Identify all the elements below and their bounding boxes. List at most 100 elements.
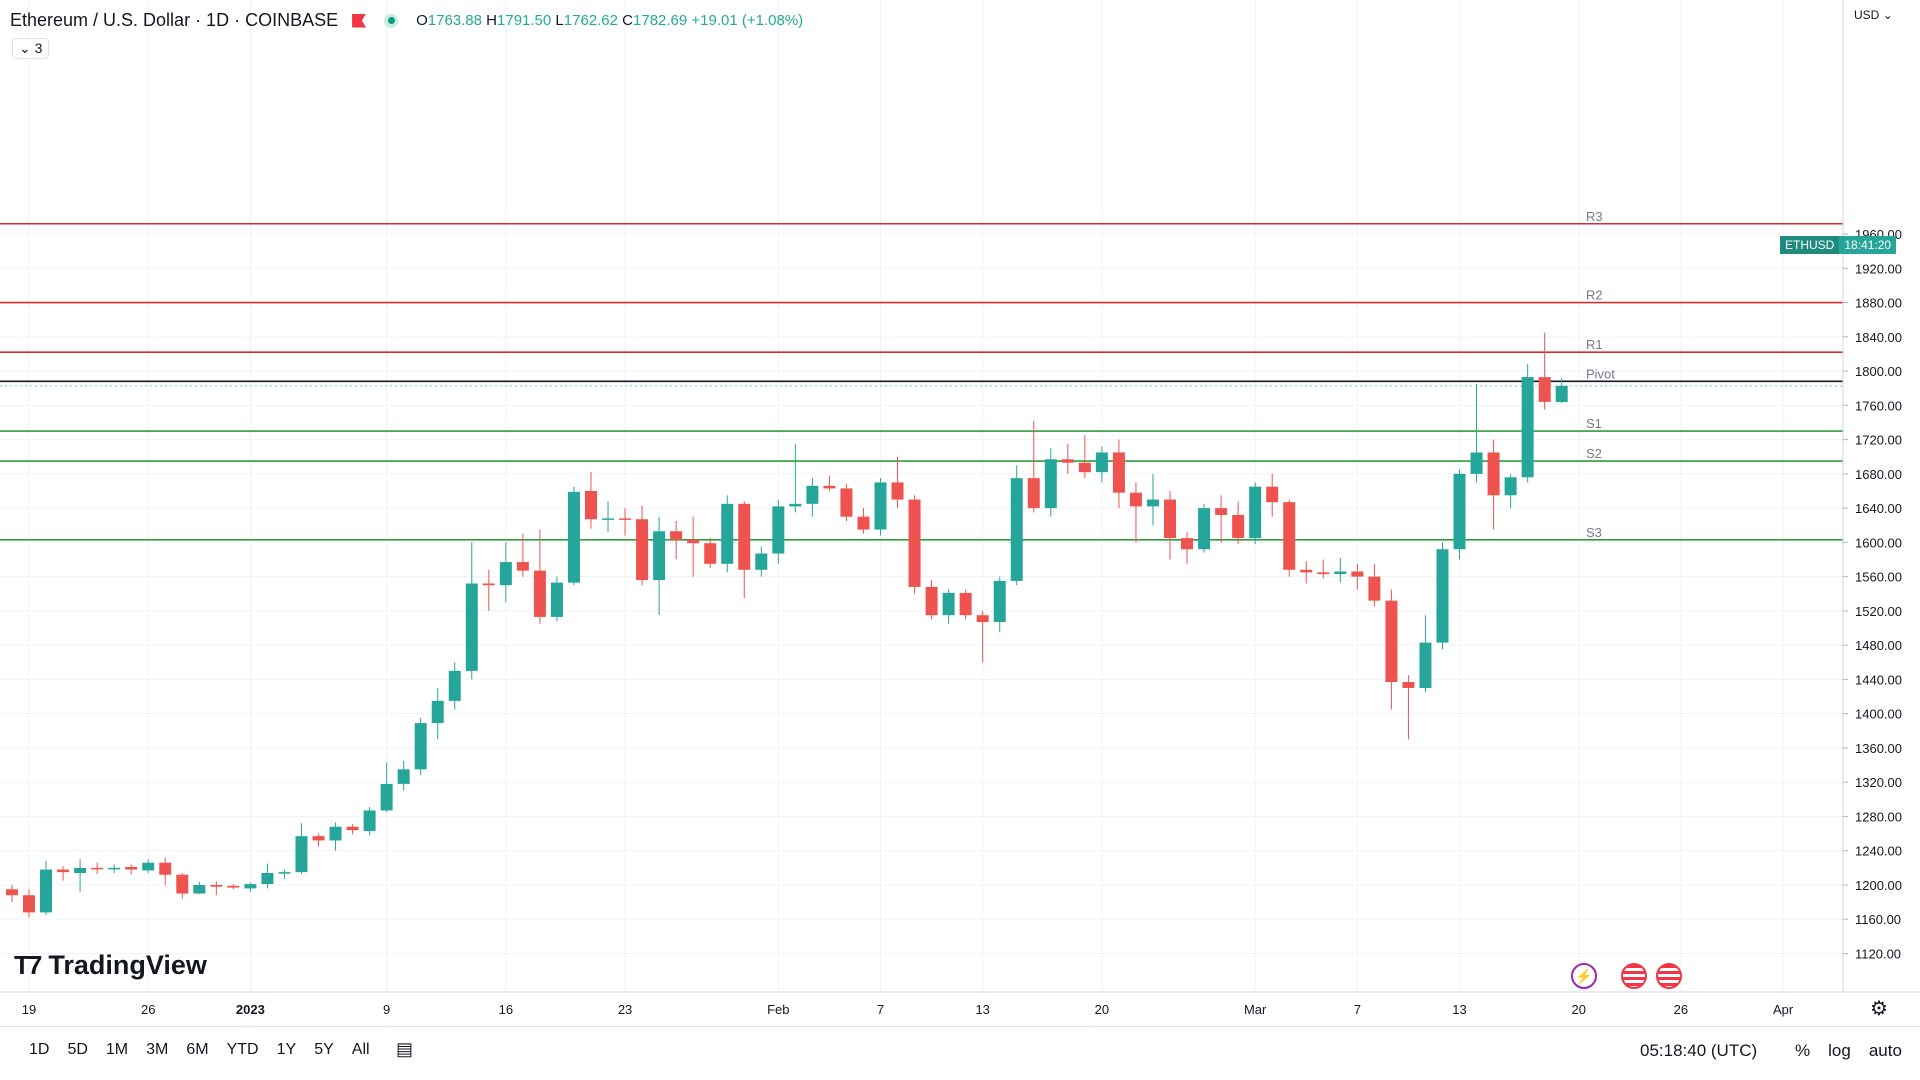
range-1d[interactable]: 1D xyxy=(29,1041,50,1058)
candle-body xyxy=(1453,473,1466,550)
candle-body xyxy=(1078,462,1091,473)
candle-body xyxy=(346,826,359,831)
time-tick-label: 26 xyxy=(1674,1002,1688,1017)
candle-body xyxy=(1317,572,1330,575)
us-flag-event-icon[interactable] xyxy=(1621,963,1647,989)
candle-body xyxy=(329,826,342,841)
level-label-pivot: Pivot xyxy=(1586,366,1615,381)
candle-body xyxy=(380,783,393,811)
range-3m[interactable]: 3M xyxy=(146,1041,169,1058)
candle-body xyxy=(1010,478,1023,581)
calendar-icon[interactable]: ▤ xyxy=(396,1039,414,1059)
market-status-icon xyxy=(384,13,399,28)
price-tick-label: 1840.00 xyxy=(1855,330,1902,345)
candle-body xyxy=(1436,549,1449,643)
range-5d[interactable]: 5D xyxy=(67,1041,88,1058)
indicators-toggle[interactable]: ⌄ 3 xyxy=(12,38,50,59)
candle-body xyxy=(448,670,461,701)
chart-header: Ethereum / U.S. Dollar · 1D · COINBASE O… xyxy=(10,10,803,31)
indicator-count: 3 xyxy=(34,40,43,56)
candle-body xyxy=(1232,514,1245,539)
candle-body xyxy=(482,583,495,586)
price-tick-label: 1440.00 xyxy=(1855,672,1902,687)
candle-body xyxy=(619,518,632,520)
level-label-r2: R2 xyxy=(1586,288,1603,303)
tradingview-logo[interactable]: T7 TradingView xyxy=(14,950,207,981)
price-chart[interactable]: R3 R2 R1 Pivot S1 S2 S3 1120.00 1160.00 1200.00 1… xyxy=(0,0,1920,1026)
time-tick-label: 2023 xyxy=(236,1002,265,1017)
logo-text: TradingView xyxy=(48,950,207,980)
candle-body xyxy=(550,582,563,617)
range-5y[interactable]: 5Y xyxy=(314,1041,334,1058)
candle-body xyxy=(1470,452,1483,474)
auto-toggle[interactable]: auto xyxy=(1868,1041,1902,1060)
range-1m[interactable]: 1M xyxy=(105,1041,129,1058)
price-tick-label: 1560.00 xyxy=(1855,570,1902,585)
utc-clock[interactable]: 05:18:40 (UTC) xyxy=(1640,1041,1758,1060)
range-6m[interactable]: 6M xyxy=(186,1041,209,1058)
candle-body xyxy=(1198,508,1211,550)
candle-body xyxy=(925,586,938,616)
level-label-s1: S1 xyxy=(1586,416,1602,431)
candle-body xyxy=(602,518,615,520)
candle-body xyxy=(23,895,35,913)
time-tick-label: 7 xyxy=(877,1002,884,1017)
low-value: 1762.62 xyxy=(563,12,618,29)
candle-body xyxy=(738,503,751,570)
candle-body xyxy=(1538,377,1551,402)
time-tick-label: 20 xyxy=(1095,1002,1109,1017)
price-tick-label: 1800.00 xyxy=(1855,364,1902,379)
symbol-title[interactable]: Ethereum / U.S. Dollar · 1D · COINBASE xyxy=(10,10,339,30)
candle-body xyxy=(1061,459,1074,463)
candle-body xyxy=(278,872,291,874)
candle-body xyxy=(227,885,240,888)
candle-body xyxy=(1351,571,1364,577)
time-tick-label: 7 xyxy=(1354,1002,1361,1017)
candle-body xyxy=(993,580,1006,623)
bottom-toolbar: 1D 5D 1M 3M 6M YTD 1Y 5Y All ▤ 05:18:40 … xyxy=(0,1026,1920,1077)
percent-toggle[interactable]: % xyxy=(1795,1041,1811,1060)
candle-body xyxy=(1283,502,1296,570)
candle-body xyxy=(1504,477,1517,496)
gear-icon[interactable]: ⚙ xyxy=(1870,998,1888,1020)
candle-body xyxy=(1266,486,1279,503)
level-label-s3: S3 xyxy=(1586,525,1602,540)
candle-body xyxy=(1095,452,1108,473)
time-tick-label: Mar xyxy=(1244,1002,1267,1017)
candle-body xyxy=(193,884,206,894)
candle-body xyxy=(5,889,18,896)
candle-body xyxy=(312,836,325,841)
range-ytd[interactable]: YTD xyxy=(226,1041,259,1058)
us-flag-event-icon[interactable] xyxy=(1656,963,1682,989)
candle-body xyxy=(295,836,308,873)
level-label-r1: R1 xyxy=(1586,337,1603,352)
candle-body xyxy=(687,539,700,544)
ohlc-values: O1763.88 H1791.50 L1762.62 C1782.69 +19.… xyxy=(416,12,803,29)
range-1y[interactable]: 1Y xyxy=(276,1041,297,1058)
candle-body xyxy=(584,490,597,520)
price-tick-label: 1880.00 xyxy=(1855,296,1902,311)
flag-icon[interactable] xyxy=(352,13,367,28)
candle-body xyxy=(1112,452,1125,493)
lightning-event-icon[interactable]: ⚡ xyxy=(1571,963,1597,989)
candle-body xyxy=(772,506,785,554)
candle-body xyxy=(159,862,172,875)
candle-body xyxy=(1164,499,1177,539)
candle-body xyxy=(533,570,546,617)
range-all[interactable]: All xyxy=(351,1041,370,1058)
candle-body xyxy=(397,769,410,784)
candle-body xyxy=(891,482,904,500)
candle-body xyxy=(1487,452,1500,496)
candle-body xyxy=(40,869,53,913)
candle-body xyxy=(1419,642,1432,688)
open-value: 1763.88 xyxy=(427,12,482,29)
candle-body xyxy=(91,867,104,870)
price-tag-ticker: ETHUSD xyxy=(1780,236,1840,254)
time-tick-label: Feb xyxy=(767,1002,789,1017)
time-tick-label: 23 xyxy=(618,1002,632,1017)
level-label-r3: R3 xyxy=(1586,209,1603,224)
currency-selector[interactable]: USD ⌄ xyxy=(1854,8,1893,22)
candle-body xyxy=(670,531,683,540)
log-toggle[interactable]: log xyxy=(1828,1041,1851,1060)
price-tick-label: 1240.00 xyxy=(1855,844,1902,859)
